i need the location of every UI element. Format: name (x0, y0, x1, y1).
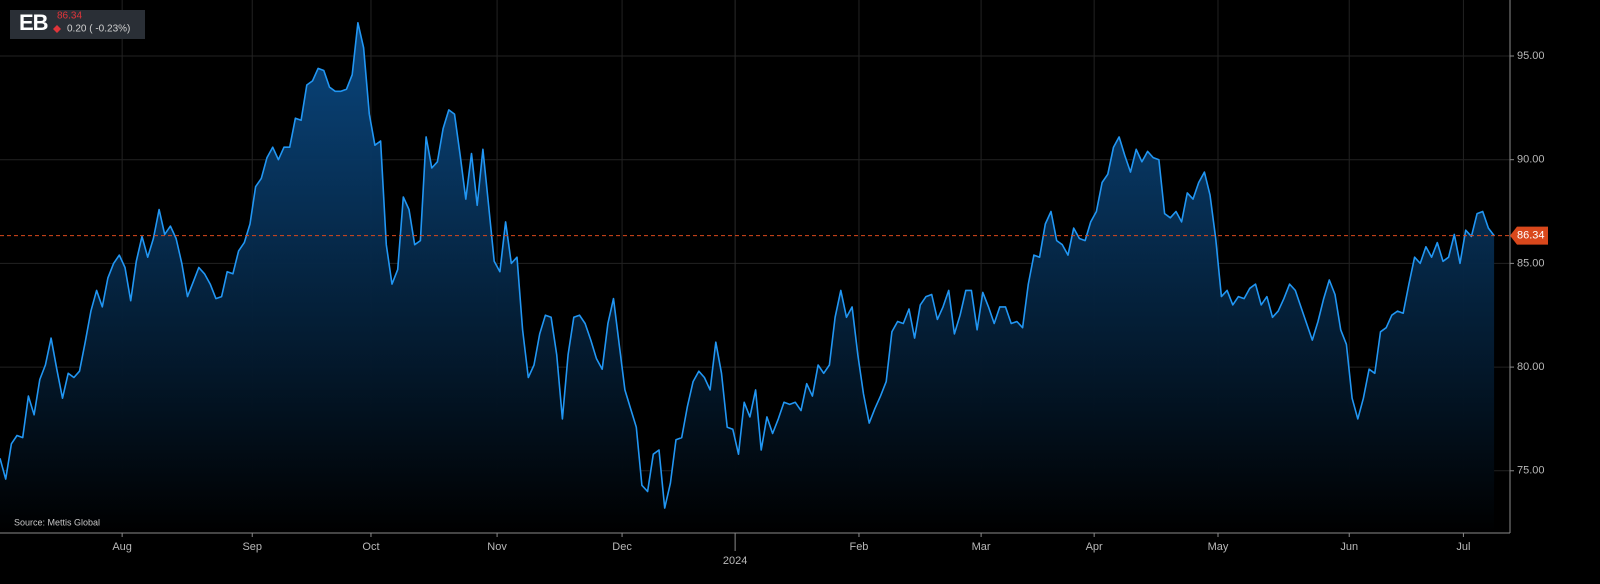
x-tick-label: Nov (487, 541, 507, 553)
y-tick-label: 75.00 (1517, 465, 1545, 477)
y-tick-label: 90.00 (1517, 154, 1545, 166)
source: Source: Mettis Global (14, 517, 100, 527)
badge-bg (10, 10, 145, 39)
price-badge (1510, 226, 1548, 245)
x-tick-label: Jun (1340, 541, 1358, 553)
x-tick-label: Aug (112, 541, 132, 553)
x-tick-label: Feb (849, 541, 868, 553)
price: 86.34 (57, 11, 82, 22)
x-tick-label: May (1208, 541, 1229, 553)
x-tick-label: Sep (242, 541, 262, 553)
price-badge-label: 86.34 (1517, 230, 1545, 242)
x-tick-label: Apr (1086, 541, 1103, 553)
axes: 75.00 80.00 85.00 90.00 95.00 Aug Sep Oct Nov Dec… (112, 50, 1548, 567)
x-tick-label: Mar (972, 541, 991, 553)
plot (0, 22, 1510, 534)
x-tick-label: Jul (1456, 541, 1470, 553)
change: 0.20 ( -0.23%) (67, 24, 130, 35)
year-tick-label: 2024 (723, 555, 747, 567)
line (0, 22, 1495, 509)
y-tick-label: 95.00 (1517, 50, 1545, 62)
y-tick-label: 85.00 (1517, 257, 1545, 269)
down-arrow (53, 25, 61, 33)
x-tick-label: Oct (362, 541, 379, 553)
y-tick-label: 80.00 (1517, 361, 1545, 373)
area (0, 22, 1495, 534)
ticker: EB (19, 10, 48, 35)
header-badge: EB 86.34 0.20 ( -0.23%) (10, 10, 145, 39)
x-tick-label: Dec (612, 541, 632, 553)
